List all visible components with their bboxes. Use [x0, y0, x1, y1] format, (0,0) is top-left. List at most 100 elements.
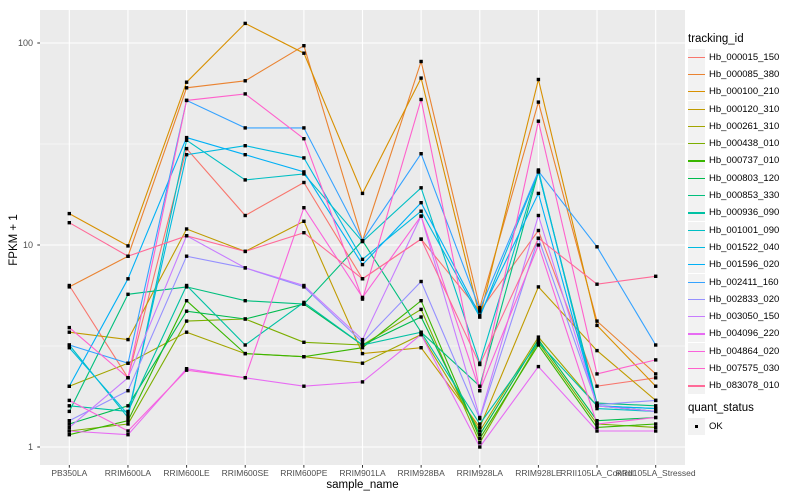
data-point — [478, 433, 482, 437]
data-point — [243, 153, 247, 157]
data-point — [67, 404, 71, 408]
x-axis-title: sample_name — [326, 479, 399, 491]
data-point — [595, 372, 599, 376]
data-point — [478, 422, 482, 426]
data-point — [654, 343, 658, 347]
data-point — [536, 335, 541, 339]
data-point — [595, 429, 599, 433]
data-point — [302, 51, 306, 55]
legend-key-box — [688, 65, 705, 83]
data-point — [478, 362, 482, 367]
data-point — [243, 299, 247, 303]
data-point — [67, 211, 71, 216]
data-point — [536, 340, 541, 344]
data-point — [419, 237, 423, 241]
data-point — [302, 156, 306, 160]
legend-line-swatch — [688, 246, 705, 249]
data-point — [419, 330, 423, 334]
data-point — [419, 59, 423, 64]
data-point — [67, 425, 71, 430]
data-point — [243, 351, 247, 356]
data-point — [360, 361, 365, 365]
data-point — [360, 343, 365, 347]
data-point — [360, 191, 365, 196]
data-point — [419, 209, 423, 213]
legend-title-quant-status: quant_status — [688, 402, 754, 414]
legend-line-swatch — [688, 350, 705, 352]
data-point — [184, 319, 189, 323]
data-point — [536, 236, 541, 240]
data-point — [67, 409, 71, 414]
data-point — [302, 206, 306, 210]
data-point — [302, 231, 306, 235]
legend-key-box — [688, 221, 705, 239]
legend-line-swatch — [688, 195, 705, 197]
data-point — [595, 323, 599, 328]
data-point — [536, 169, 541, 173]
legend-item-label: Hb_001001_090 — [709, 224, 780, 236]
data-point — [126, 422, 130, 426]
data-point — [419, 315, 423, 319]
black-square-point-icon — [694, 424, 699, 429]
legend-key-box — [688, 342, 705, 360]
data-point — [126, 292, 130, 296]
data-point — [478, 429, 482, 433]
data-point — [536, 343, 541, 347]
legend-item-Hb_000803_120: Hb_000803_120 — [688, 169, 779, 187]
data-point — [595, 406, 599, 411]
data-point — [360, 340, 365, 344]
legend-key-box — [688, 418, 705, 436]
legend-item-label: Hb_000100_210 — [709, 86, 780, 98]
data-point — [478, 425, 482, 430]
legend-line-swatch — [688, 56, 705, 58]
legend-item-Hb_000015_150: Hb_000015_150 — [688, 48, 779, 66]
data-point — [478, 445, 482, 449]
x-tick-label-RRIM600LA: RRIM600LA — [104, 468, 152, 478]
data-point — [126, 412, 130, 417]
legend-line-swatch — [688, 229, 705, 231]
data-point — [184, 283, 189, 288]
data-point — [302, 340, 306, 344]
data-point — [243, 92, 247, 96]
data-point — [302, 170, 306, 174]
data-point — [67, 330, 71, 334]
data-point — [126, 361, 130, 365]
legend-item-label: OK — [709, 421, 723, 433]
data-point — [302, 384, 306, 388]
data-point — [243, 266, 247, 270]
data-point — [126, 433, 130, 437]
legend-key-box — [688, 290, 705, 308]
data-point — [536, 243, 541, 247]
legend-item-label: Hb_000120_310 — [709, 103, 780, 115]
data-point — [654, 404, 658, 408]
legend-item-Hb_001596_020: Hb_001596_020 — [688, 256, 779, 274]
data-point — [654, 384, 658, 388]
data-point — [360, 239, 365, 243]
y-tick-label: 1 — [27, 441, 33, 452]
data-point — [595, 245, 599, 249]
data-point — [126, 277, 130, 281]
legend-key-box — [688, 117, 705, 135]
data-point — [654, 274, 658, 278]
legend-item-quant-ok: OK — [688, 418, 723, 436]
data-point — [243, 21, 247, 26]
data-point — [184, 80, 189, 84]
legend-item-label: Hb_003050_150 — [709, 311, 780, 323]
legend-item-label: Hb_007575_030 — [709, 363, 780, 375]
legend-item-label: Hb_002411_160 — [709, 276, 779, 288]
legend-key-box — [688, 377, 705, 395]
data-point — [536, 77, 541, 82]
data-point — [654, 398, 658, 403]
data-point — [360, 257, 365, 261]
data-point — [67, 422, 71, 426]
data-point — [419, 152, 423, 156]
data-point — [243, 343, 247, 347]
data-point — [67, 325, 71, 330]
legend-item-Hb_000438_010: Hb_000438_010 — [688, 135, 779, 153]
data-point — [478, 436, 482, 441]
legend-line-swatch — [688, 125, 705, 128]
data-point — [360, 380, 365, 384]
data-point — [184, 330, 189, 334]
legend-key-box — [688, 325, 705, 343]
